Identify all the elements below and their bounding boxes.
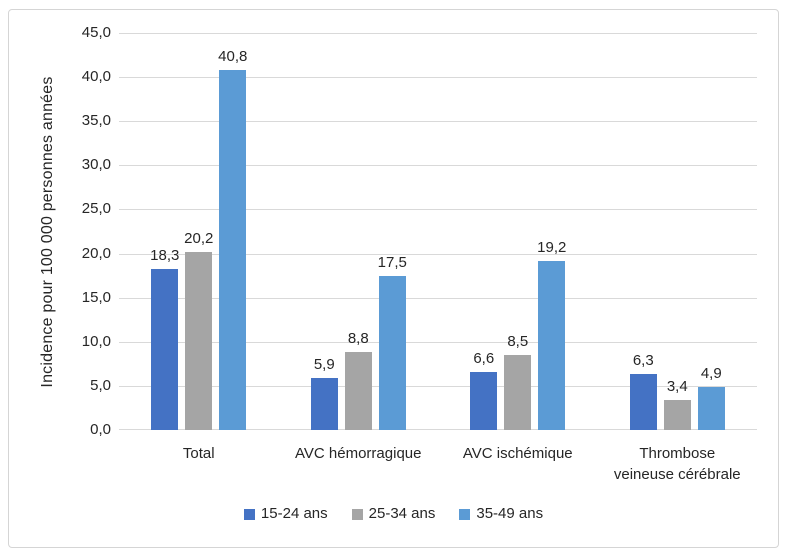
bar-group-avc-ischemique: 6,6 8,5 19,2	[438, 33, 598, 430]
bar-value-label: 19,2	[537, 239, 567, 256]
bar-25-34-ans-avc-hemorragique	[344, 352, 372, 430]
bar-cell: 19,2	[537, 239, 567, 430]
bar-value-label: 6,3	[632, 352, 654, 369]
bar-value-label: 3,4	[666, 378, 688, 395]
legend-swatch-icon	[243, 508, 255, 520]
bar-value-label: 8,8	[347, 330, 369, 347]
bar-35-49-ans-total	[219, 70, 247, 430]
x-axis-labels: Total AVC hémorragique AVC ischémique Throm…	[119, 443, 757, 485]
legend-swatch-icon	[459, 508, 471, 520]
y-tick-label: 30,0	[81, 156, 111, 173]
y-tick-label: 10,0	[81, 333, 111, 350]
y-tick-label: 35,0	[81, 112, 111, 129]
bar-group-thrombose-veineuse-cerebrale: 6,3 3,4 4,9	[598, 33, 758, 430]
gridline	[119, 342, 757, 343]
gridline	[119, 121, 757, 122]
bar-25-34-ans-total	[185, 252, 213, 430]
bar-cell: 4,9	[697, 365, 725, 430]
bar-15-24-ans-avc-hemorragique	[310, 378, 338, 430]
legend-swatch-icon	[351, 508, 363, 520]
gridline	[119, 254, 757, 255]
y-tick-label: 15,0	[81, 289, 111, 306]
chart-frame: Incidence pour 100 000 personnes années …	[8, 9, 779, 548]
bar-cell: 8,8	[344, 330, 372, 430]
y-tick-label: 5,0	[90, 377, 111, 394]
bar-cell: 3,4	[663, 378, 691, 430]
bar-cell: 6,6	[470, 350, 498, 430]
legend-label: 25-34 ans	[368, 505, 436, 522]
bar-15-24-ans-avc-ischemique	[470, 372, 498, 430]
gridline	[119, 209, 757, 210]
bar-cell: 8,5	[504, 333, 532, 430]
y-tick-label: 25,0	[81, 200, 111, 217]
x-axis-category-label: Thrombose veineuse cérébrale	[613, 445, 741, 483]
bar-value-label: 8,5	[507, 333, 529, 350]
x-axis-category-label: Total	[182, 445, 215, 462]
bar-cell: 5,9	[310, 356, 338, 430]
bar-cell: 40,8	[218, 48, 248, 430]
legend-label: 35-49 ans	[476, 505, 544, 522]
bar-35-49-ans-avc-hemorragique	[378, 276, 406, 430]
y-axis-ticks: 0,0 5,0 10,0 15,0 20,0 25,0 30,0 35,0 40,0 45,0	[37, 24, 111, 438]
y-tick-label: 40,0	[81, 68, 111, 85]
legend: 15-24 ans 25-34 ans 35-49 ans	[9, 505, 778, 523]
x-axis-category-label: AVC hémorragique	[295, 445, 422, 462]
gridline	[119, 386, 757, 387]
bar-value-label: 5,9	[313, 356, 335, 373]
bar-cell: 17,5	[377, 254, 407, 430]
plot-area: 18,3 20,2 40,8 5,9 8,8 17,5 6,6 8,5 19,2 6,3 3,4 4,…	[119, 33, 757, 430]
bar-15-24-ans-total	[151, 269, 179, 430]
legend-label: 15-24 ans	[260, 505, 328, 522]
bar-value-label: 4,9	[700, 365, 722, 382]
y-tick-label: 0,0	[90, 421, 111, 438]
legend-item-15-24-ans: 15-24 ans	[243, 505, 328, 523]
gridline	[119, 298, 757, 299]
x-axis-baseline	[119, 429, 757, 430]
bar-group-avc-hemorragique: 5,9 8,8 17,5	[279, 33, 439, 430]
bar-25-34-ans-thrombose-veineuse-cerebrale	[663, 400, 691, 430]
y-tick-label: 45,0	[81, 24, 111, 41]
bar-35-49-ans-avc-ischemique	[538, 261, 566, 430]
bar-25-34-ans-avc-ischemique	[504, 355, 532, 430]
bar-cell: 6,3	[629, 352, 657, 430]
bar-value-label: 18,3	[150, 247, 180, 264]
bar-15-24-ans-thrombose-veineuse-cerebrale	[629, 374, 657, 430]
bar-group-total: 18,3 20,2 40,8	[119, 33, 279, 430]
bar-cell: 20,2	[184, 230, 214, 430]
bar-value-label: 17,5	[377, 254, 407, 271]
bar-cell: 18,3	[150, 247, 180, 430]
legend-item-35-49-ans: 35-49 ans	[459, 505, 543, 523]
y-tick-label: 20,0	[81, 245, 111, 262]
bar-value-label: 6,6	[473, 350, 495, 367]
bar-value-label: 40,8	[218, 48, 248, 65]
gridline	[119, 77, 757, 78]
gridline	[119, 33, 757, 34]
gridline	[119, 165, 757, 166]
x-axis-category-label: AVC ischémique	[462, 445, 573, 462]
legend-item-25-34-ans: 25-34 ans	[351, 505, 436, 523]
bar-value-label: 20,2	[184, 230, 214, 247]
bar-35-49-ans-thrombose-veineuse-cerebrale	[697, 387, 725, 430]
